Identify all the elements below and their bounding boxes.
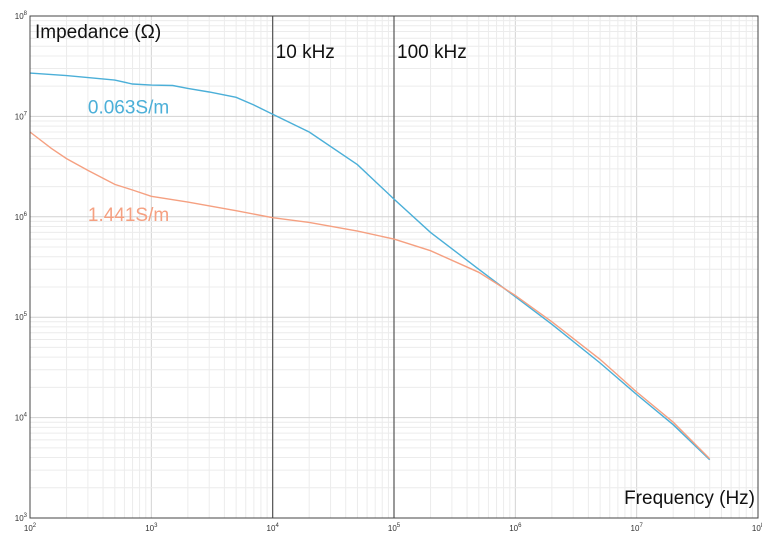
- y-tick-label: 108: [15, 11, 28, 21]
- x-tick-label: 107: [631, 523, 644, 533]
- y-tick-label: 107: [15, 111, 28, 121]
- y-axis-label: Impedance (Ω): [35, 22, 161, 43]
- series-label: 1.441S/m: [88, 205, 169, 226]
- series-lines: 0.063S/m 1.441S/m: [29, 72, 711, 461]
- series-label: 0.063S/m: [88, 97, 169, 118]
- x-tick-label: 108: [752, 523, 762, 533]
- series-line: [29, 72, 711, 461]
- chart-labels: Impedance (Ω) Frequency (Hz): [35, 22, 755, 509]
- y-tick-label: 103: [15, 513, 28, 523]
- marker-line-label: 100 kHz: [397, 42, 467, 63]
- x-tick-label: 106: [509, 523, 522, 533]
- x-tick-label: 102: [24, 523, 37, 533]
- x-tick-label: 105: [388, 523, 401, 533]
- marker-line-label: 10 kHz: [276, 42, 335, 63]
- y-tick-label: 106: [15, 212, 28, 222]
- plot-border: [29, 15, 759, 519]
- x-axis-label: Frequency (Hz): [624, 488, 755, 509]
- x-tick-label: 104: [267, 523, 280, 533]
- tick-labels: 102103104105106107108103104105106107108: [15, 11, 762, 533]
- x-tick-label: 103: [145, 523, 158, 533]
- y-tick-label: 104: [15, 413, 28, 423]
- y-tick-label: 105: [15, 312, 28, 322]
- series-line: [29, 131, 711, 460]
- marker-lines: 10 kHz 100 kHz: [272, 16, 467, 518]
